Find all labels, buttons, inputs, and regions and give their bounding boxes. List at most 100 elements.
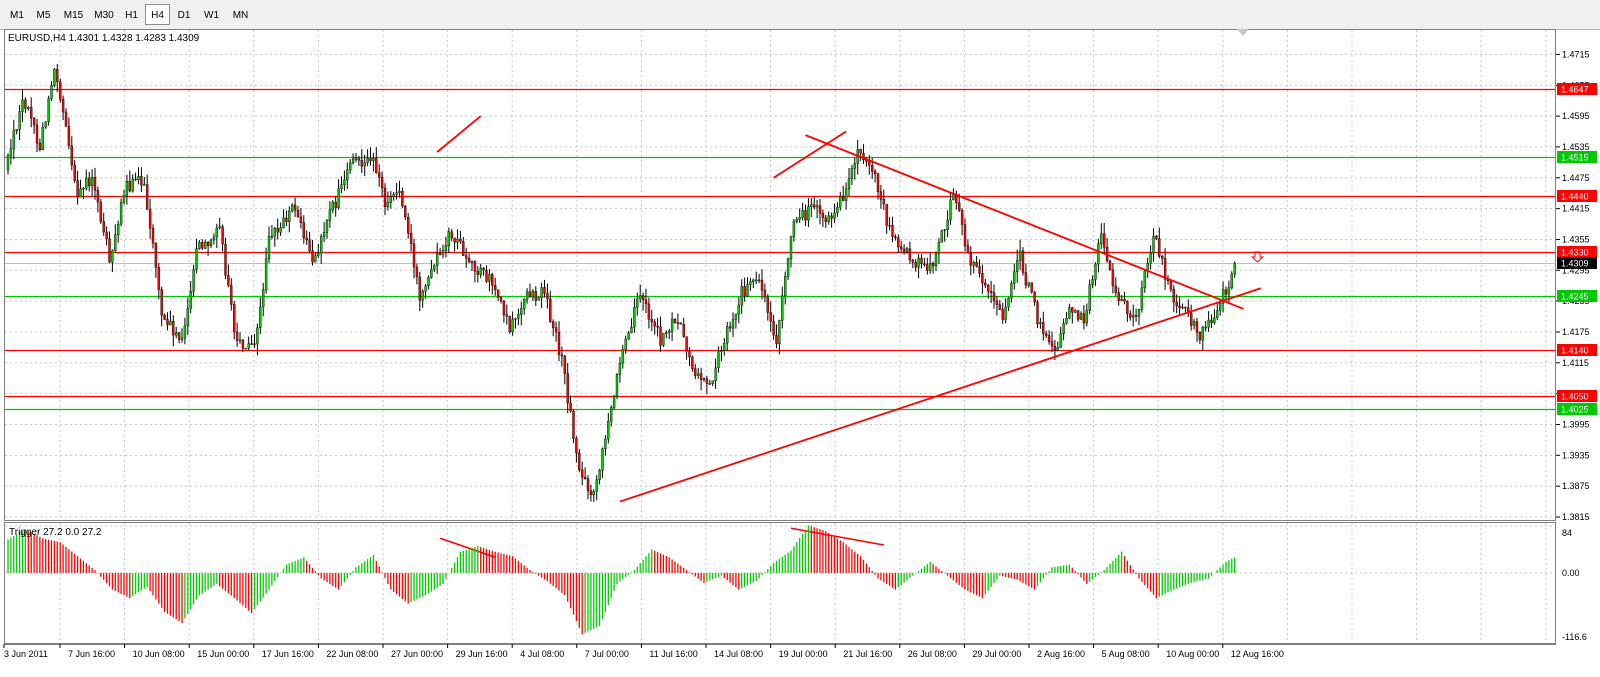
- candle: [720, 345, 723, 362]
- candle: [24, 97, 27, 114]
- price-tick-label: 1.4355: [1562, 234, 1590, 244]
- candle: [427, 275, 430, 290]
- candle: [189, 280, 192, 314]
- candle: [116, 220, 120, 243]
- price-tick-label: 1.4115: [1562, 358, 1589, 368]
- candle: [708, 379, 711, 385]
- candle: [412, 238, 416, 279]
- time-tick-label: 10 Jun 08:00: [133, 649, 185, 659]
- candle: [1213, 309, 1216, 325]
- time-tick-label: 11 Jul 16:00: [649, 649, 697, 659]
- candle: [407, 212, 410, 239]
- candle: [114, 224, 117, 252]
- candle: [1158, 227, 1161, 259]
- timeframe-m1-button[interactable]: M1: [10, 10, 24, 21]
- candle: [285, 210, 288, 227]
- candle: [552, 319, 555, 337]
- candle: [82, 186, 85, 200]
- trigger-histogram: [7, 525, 1236, 635]
- candle: [630, 318, 633, 334]
- candle: [334, 195, 337, 217]
- candle: [807, 197, 810, 227]
- timeframe-m5-button[interactable]: M5: [36, 10, 51, 21]
- candle: [256, 323, 259, 356]
- timeframe-w1-button[interactable]: W1: [204, 10, 219, 21]
- trendline[interactable]: [805, 134, 1244, 310]
- candle: [137, 167, 140, 185]
- candle: [546, 283, 549, 309]
- indicator-trendline[interactable]: [790, 527, 884, 546]
- time-tick-label: 7 Jun 16:00: [68, 649, 115, 659]
- candle: [366, 149, 369, 167]
- candle: [575, 436, 578, 463]
- candle: [264, 247, 268, 294]
- candle: [766, 294, 769, 321]
- candle: [998, 300, 1001, 311]
- candle: [821, 209, 825, 227]
- candle: [566, 362, 569, 414]
- candle: [90, 169, 94, 197]
- candle: [96, 186, 100, 213]
- candle: [537, 296, 540, 301]
- timeframe-m15-button[interactable]: M15: [63, 10, 84, 21]
- candle: [383, 183, 387, 216]
- candle: [882, 189, 885, 210]
- timeframe-mn-button[interactable]: MN: [232, 10, 249, 21]
- candle: [232, 301, 236, 340]
- timeframe-d1-button[interactable]: D1: [177, 10, 191, 21]
- candle: [946, 210, 949, 238]
- candle: [172, 315, 175, 347]
- svg-text:1.4025: 1.4025: [1561, 405, 1589, 415]
- trendline[interactable]: [773, 130, 847, 179]
- candle: [1172, 285, 1176, 313]
- candle: [728, 321, 732, 333]
- candle: [1001, 302, 1004, 324]
- candle: [389, 191, 392, 209]
- timeframe-h1-button[interactable]: H1: [125, 10, 138, 21]
- candle: [610, 405, 613, 427]
- candle: [769, 301, 772, 332]
- candle: [801, 202, 804, 221]
- time-tick-label: 12 Aug 16:00: [1231, 649, 1284, 659]
- candle: [157, 263, 161, 300]
- candle: [378, 164, 381, 187]
- candle: [1207, 311, 1210, 332]
- candle: [1085, 303, 1089, 327]
- time-tick-label: 29 Jun 16:00: [456, 649, 508, 659]
- trendline[interactable]: [436, 115, 482, 153]
- time-tick-label: 7 Jul 00:00: [585, 649, 629, 659]
- candle: [1016, 249, 1019, 283]
- candle: [699, 367, 703, 391]
- candle: [44, 121, 47, 129]
- candle: [404, 204, 407, 220]
- candle: [47, 95, 50, 126]
- candle: [479, 264, 482, 279]
- candle: [641, 292, 645, 311]
- price-chart-header: EURUSD,H4 1.4301 1.4328 1.4283 1.4309: [8, 33, 200, 44]
- candle: [972, 260, 975, 274]
- candle: [459, 231, 462, 245]
- candle: [99, 199, 103, 224]
- candle: [789, 235, 793, 268]
- candle: [1024, 263, 1028, 289]
- candle: [563, 355, 566, 385]
- trendline[interactable]: [619, 287, 1262, 503]
- candle: [337, 179, 340, 210]
- chart-shift-marker-icon[interactable]: [1237, 29, 1249, 36]
- chart-window[interactable]: 1.47151.46551.45951.45351.44751.44151.43…: [0, 29, 1600, 677]
- candle: [70, 136, 74, 171]
- time-tick-label: 22 Jun 08:00: [326, 649, 378, 659]
- candle: [192, 264, 195, 297]
- candle: [897, 234, 900, 253]
- candle: [288, 206, 291, 233]
- candle: [41, 122, 44, 151]
- candle: [296, 205, 300, 218]
- candle: [259, 297, 262, 335]
- timeframe-h4-button[interactable]: H4: [145, 4, 170, 25]
- candle: [914, 258, 917, 272]
- candle: [1221, 281, 1225, 313]
- candle: [911, 258, 914, 269]
- timeframe-m30-button[interactable]: M30: [94, 10, 114, 21]
- candle: [180, 328, 184, 343]
- candle: [125, 174, 129, 205]
